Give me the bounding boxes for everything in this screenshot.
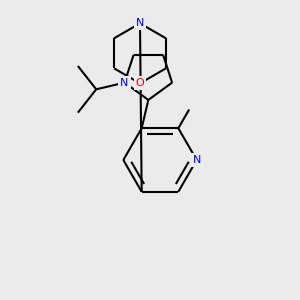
Text: N: N bbox=[120, 78, 129, 88]
Text: N: N bbox=[136, 18, 144, 28]
Text: O: O bbox=[136, 78, 144, 88]
Text: N: N bbox=[193, 155, 201, 165]
